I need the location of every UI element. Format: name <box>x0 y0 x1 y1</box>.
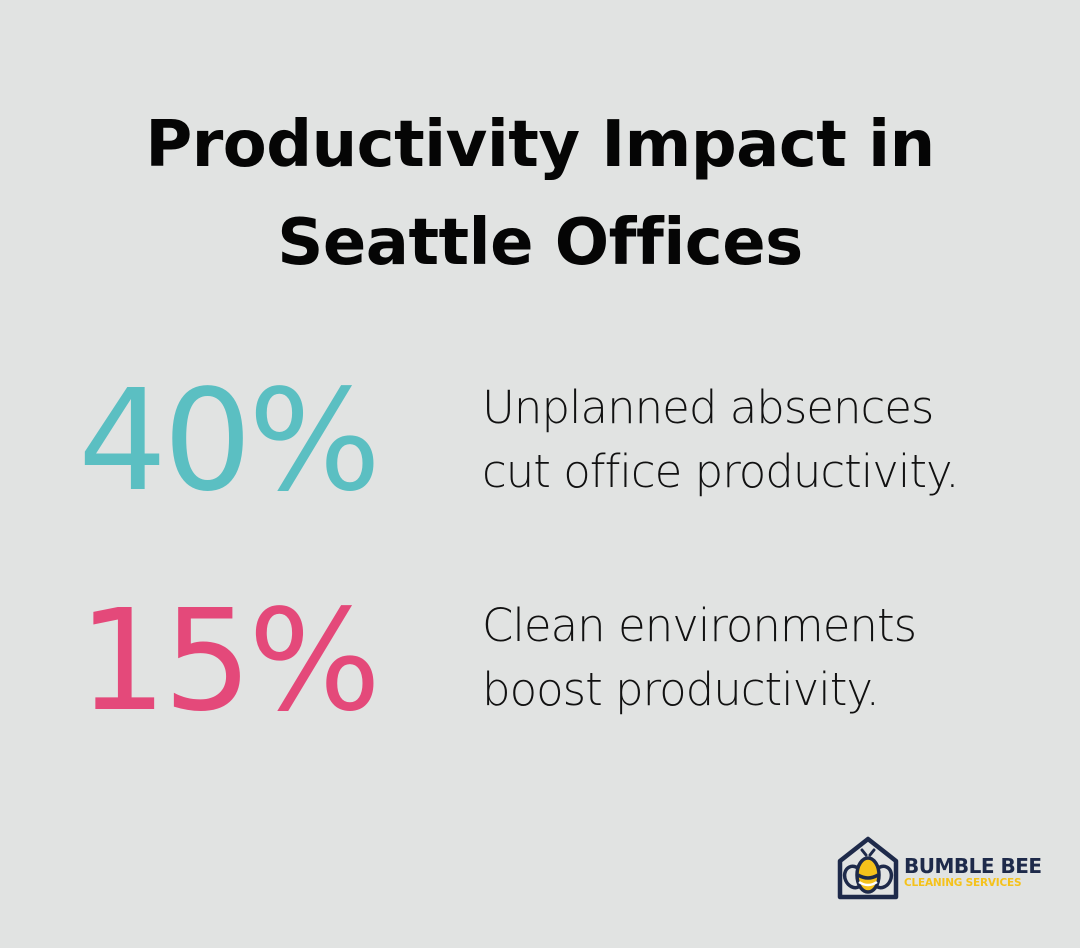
stat-value: 40% <box>78 360 381 523</box>
brand-logo: BUMBLE BEE CLEANING SERVICES <box>834 833 1044 903</box>
stat-description-line-2: cut office productivity. <box>482 445 960 498</box>
stat-description: Unplanned absences cut office productivi… <box>482 376 960 504</box>
brand-name: BUMBLE BEE <box>904 854 1042 878</box>
bee-house-icon <box>837 836 899 900</box>
stat-description-line-1: Unplanned absences <box>482 381 934 434</box>
stat-description-line-1: Clean environments <box>482 599 917 652</box>
title-line-1: Productivity Impact in <box>145 108 935 182</box>
title-line-2: Seattle Offices <box>277 206 803 280</box>
stat-row-clean-environments: 15% Clean environments boost productivit… <box>0 582 1080 742</box>
page-title: Productivity Impact in Seattle Offices <box>0 96 1080 292</box>
stat-description: Clean environments boost productivity. <box>482 594 917 722</box>
stat-value: 15% <box>78 580 381 743</box>
stat-description-line-2: boost productivity. <box>482 663 880 716</box>
stat-row-absences: 40% Unplanned absences cut office produc… <box>0 362 1080 522</box>
brand-tagline: CLEANING SERVICES <box>904 877 1022 889</box>
